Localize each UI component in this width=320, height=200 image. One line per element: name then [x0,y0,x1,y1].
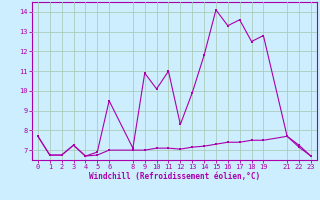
X-axis label: Windchill (Refroidissement éolien,°C): Windchill (Refroidissement éolien,°C) [89,172,260,181]
